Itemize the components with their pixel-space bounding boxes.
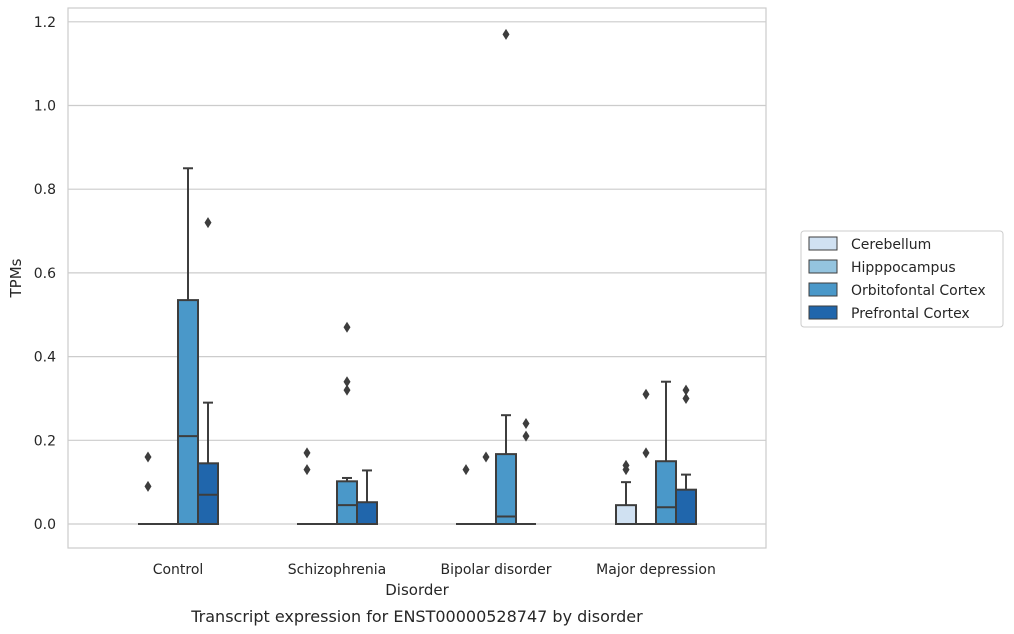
outlier-point: [622, 459, 630, 471]
y-tick-label: 0.8: [34, 182, 56, 198]
legend: Cerebellum Hipppocampus Orbitofontal Corte…: [800, 230, 1004, 328]
box-orbitofontal-cortex: [655, 380, 677, 526]
outlier-point: [482, 451, 490, 463]
y-tick-label: 0.0: [34, 517, 56, 533]
boxes: [138, 28, 697, 526]
outlier-point: [303, 464, 311, 476]
outlier-point: [204, 217, 212, 229]
x-axis-ticks: Control Schizophrenia Bipolar disorder Majo…: [153, 562, 716, 578]
legend-swatch: [808, 236, 838, 251]
y-axis-label: TPMs: [7, 258, 25, 298]
legend-swatch: [808, 259, 838, 274]
x-axis-label: Disorder: [385, 581, 449, 599]
legend-label: Orbitofontal Cortex: [851, 283, 986, 299]
gridlines: [68, 21, 766, 525]
box-cerebellum: [615, 459, 637, 526]
box-iqr: [356, 501, 378, 526]
outlier-point: [522, 430, 530, 442]
box-iqr: [615, 504, 637, 526]
x-tick-label: Control: [153, 562, 204, 578]
box-orbitofontal-cortex: [495, 28, 517, 526]
outlier-point: [343, 384, 351, 396]
box-orbitofontal-cortex: [336, 321, 358, 525]
y-tick-label: 0.6: [34, 266, 56, 282]
outlier-point: [642, 388, 650, 400]
legend-label: Hipppocampus: [851, 260, 956, 276]
box-iqr: [495, 453, 517, 526]
box-cerebellum: [138, 451, 158, 525]
y-tick-label: 1.2: [34, 15, 56, 31]
y-tick-label: 1.0: [34, 99, 56, 115]
box-cerebellum: [456, 464, 476, 525]
legend-swatch: [808, 282, 838, 297]
outlier-point: [144, 451, 152, 463]
legend-label: Cerebellum: [851, 237, 931, 253]
box-prefrontal-cortex: [675, 384, 697, 526]
box-prefrontal-cortex: [197, 217, 219, 526]
box-orbitofontal-cortex: [177, 167, 199, 526]
legend-frame: [800, 230, 1004, 328]
box-iqr: [675, 488, 697, 526]
outlier-point: [144, 480, 152, 492]
box-prefrontal-cortex: [516, 418, 536, 525]
box-hipppocampus: [636, 388, 656, 525]
outlier-point: [522, 418, 530, 430]
outlier-point: [682, 384, 690, 396]
legend-swatch: [808, 305, 838, 320]
legend-label: Prefrontal Cortex: [851, 306, 970, 322]
box-prefrontal-cortex: [356, 469, 378, 526]
outlier-point: [303, 447, 311, 459]
box-iqr: [177, 299, 199, 526]
x-tick-label: Bipolar disorder: [440, 562, 551, 578]
box-iqr: [197, 462, 219, 526]
box-iqr: [336, 480, 358, 525]
outlier-point: [682, 392, 690, 404]
outlier-point: [642, 447, 650, 459]
x-tick-label: Schizophrenia: [288, 562, 386, 578]
plot-area-frame: [67, 7, 767, 549]
outlier-point: [502, 28, 510, 40]
y-axis-ticks: 0.0 0.2 0.4 0.6 0.8 1.0 1.2: [34, 15, 56, 533]
figure-caption: Transcript expression for ENST0000052874…: [190, 607, 643, 626]
box-hipppocampus: [476, 451, 496, 525]
x-tick-label: Major depression: [596, 562, 716, 578]
y-tick-label: 0.4: [34, 350, 56, 366]
outlier-point: [343, 321, 351, 333]
outlier-point: [462, 464, 470, 476]
outlier-point: [343, 376, 351, 388]
box-iqr: [655, 460, 677, 526]
box-cerebellum: [297, 447, 317, 525]
y-tick-label: 0.2: [34, 433, 56, 449]
